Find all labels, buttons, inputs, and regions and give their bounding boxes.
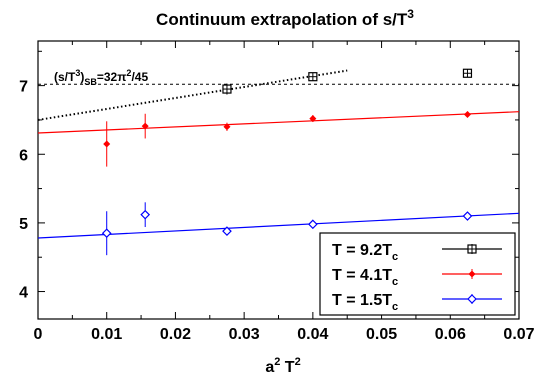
marker xyxy=(222,226,232,236)
marker-diamond-open xyxy=(222,226,232,236)
marker-diamond-open xyxy=(462,211,473,221)
marker xyxy=(101,228,112,239)
data-point xyxy=(222,83,232,95)
marker xyxy=(103,140,111,148)
marker-diamond xyxy=(463,110,471,118)
x-tick-label: 0.03 xyxy=(229,326,260,343)
data-point xyxy=(308,72,318,82)
marker xyxy=(222,84,232,94)
marker xyxy=(462,68,473,78)
marker-diamond xyxy=(103,140,111,148)
marker xyxy=(308,219,318,230)
fit-line xyxy=(37,69,348,121)
fit-line xyxy=(37,111,520,134)
marker xyxy=(467,244,477,254)
x-tick-label: 0.07 xyxy=(503,326,534,343)
x-tick-label: 0.05 xyxy=(366,326,397,343)
marker-diamond xyxy=(309,115,317,123)
legend-label: T = 9.2Tc xyxy=(332,242,398,263)
data-point xyxy=(223,122,231,131)
y-tick-label: 7 xyxy=(19,79,28,96)
marker xyxy=(140,209,151,220)
data-point xyxy=(463,110,471,118)
x-tick-label: 0.02 xyxy=(160,326,191,343)
marker xyxy=(141,122,149,130)
x-tick-label: 0.06 xyxy=(435,326,466,343)
data-points xyxy=(101,68,473,256)
marker-diamond-open xyxy=(140,209,151,220)
legend: T = 9.2Tc T = 4.1Tc T = 1.5Tc xyxy=(319,232,516,316)
axes: 0 0.01 0.02 0.03 0.04 0.05 0.06 0.07 4 5 6 7 xyxy=(19,40,535,343)
data-point xyxy=(141,113,149,139)
marker xyxy=(462,211,473,221)
legend-label: T = 4.1Tc xyxy=(332,267,398,288)
marker-diamond xyxy=(468,270,476,278)
x-tick-label: 0.04 xyxy=(297,326,328,343)
marker-diamond-open xyxy=(308,219,318,230)
data-point xyxy=(462,68,473,78)
fit-line xyxy=(37,212,520,239)
marker xyxy=(468,270,476,278)
marker-diamond xyxy=(141,122,149,130)
marker-diamond-open xyxy=(467,294,477,304)
data-point xyxy=(101,211,112,256)
data-point xyxy=(462,211,473,221)
sb-annotation: (s/T3)SB=32π2/45 xyxy=(54,68,148,87)
x-axis-label: a2 T2 xyxy=(265,356,300,376)
x-tick-label: 0.01 xyxy=(91,326,122,343)
data-point xyxy=(308,219,318,230)
y-tick-label: 5 xyxy=(19,216,28,233)
chart-title: Continuum extrapolation of s/T3 xyxy=(156,7,414,29)
reference-and-fit-lines xyxy=(37,69,520,239)
data-point xyxy=(140,202,151,228)
marker xyxy=(467,294,477,304)
marker xyxy=(309,115,317,123)
y-tick-label: 4 xyxy=(19,285,28,302)
marker-diamond-open xyxy=(101,228,112,239)
marker-diamond xyxy=(223,123,231,131)
x-tick-label: 0 xyxy=(34,326,43,343)
data-point xyxy=(103,121,111,167)
marker xyxy=(463,110,471,118)
y-tick-label: 6 xyxy=(19,147,28,164)
data-point xyxy=(309,115,317,123)
marker xyxy=(223,123,231,131)
data-point xyxy=(222,226,232,236)
marker xyxy=(308,72,318,82)
legend-label: T = 1.5Tc xyxy=(332,292,398,313)
